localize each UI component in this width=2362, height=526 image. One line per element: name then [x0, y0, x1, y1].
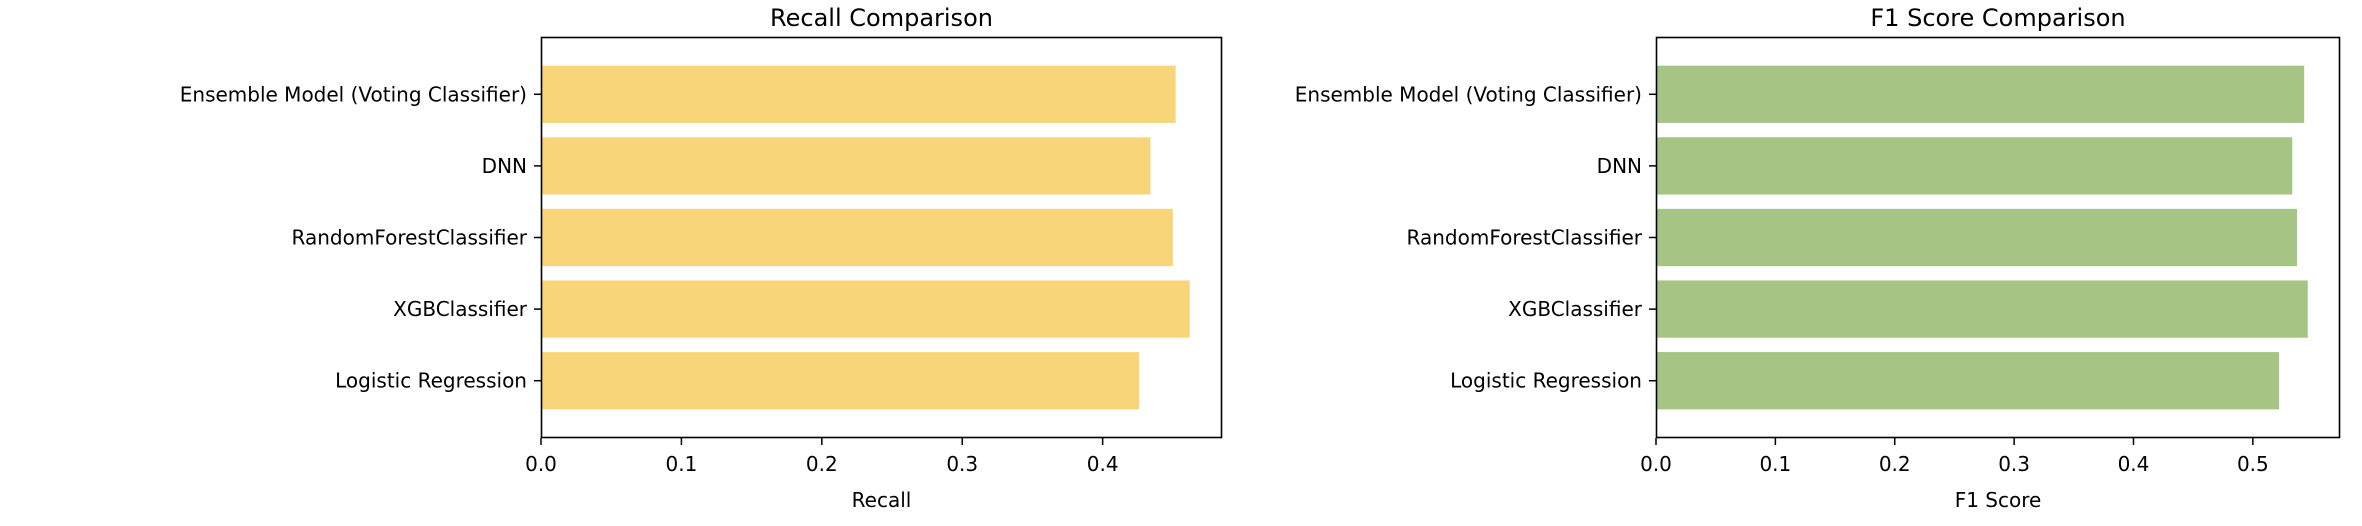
x-tick-label: 0.1: [666, 452, 698, 476]
y-tick-label: DNN: [1597, 154, 1642, 178]
bar: [1656, 65, 2305, 123]
x-axis-label: Recall: [852, 488, 912, 512]
x-tick-label: 0.5: [2237, 452, 2269, 476]
y-tick-label: XGBClassifier: [1508, 297, 1643, 321]
y-tick-label: XGBClassifier: [393, 297, 528, 321]
x-tick-label: 0.3: [1998, 452, 2030, 476]
x-tick-label: 0.3: [946, 452, 978, 476]
x-tick-label: 0.2: [806, 452, 838, 476]
y-tick-label: RandomForestClassifier: [292, 226, 528, 250]
chart-title: Recall Comparison: [770, 4, 993, 32]
bar: [541, 352, 1140, 410]
x-tick-label: 0.4: [1087, 452, 1119, 476]
y-tick-label: DNN: [482, 154, 527, 178]
y-tick-label: Logistic Regression: [1450, 369, 1642, 393]
bar: [541, 280, 1190, 338]
axes-frame: [540, 36, 1223, 439]
x-tick-label: 0.0: [1640, 452, 1672, 476]
y-tick-label: RandomForestClassifier: [1407, 226, 1643, 250]
bar: [541, 137, 1151, 195]
x-tick-label: 0.4: [2118, 452, 2150, 476]
chart-panel-2: Logistic Regression XGBClassifier RandomFo…: [1295, 4, 2341, 512]
y-tick-label: Ensemble Model (Voting Classifier): [1295, 82, 1642, 106]
x-tick-label: 0.0: [525, 452, 557, 476]
bar: [541, 65, 1176, 123]
bar: [541, 208, 1173, 267]
x-axis-label: F1 Score: [1955, 488, 2042, 512]
bar: [1656, 352, 2280, 410]
chart-panel-1: Logistic Regression XGBClassifier RandomFo…: [180, 4, 1223, 512]
y-tick-label: Logistic Regression: [335, 369, 527, 393]
y-tick-label: Ensemble Model (Voting Classifier): [180, 82, 527, 106]
axes-frame: [1655, 36, 2341, 439]
bar: [1656, 208, 2298, 267]
bar: [1656, 280, 2308, 338]
x-tick-label: 0.1: [1759, 452, 1791, 476]
bar: [1656, 137, 2293, 195]
x-tick-label: 0.2: [1879, 452, 1911, 476]
chart-title: F1 Score Comparison: [1870, 4, 2125, 32]
